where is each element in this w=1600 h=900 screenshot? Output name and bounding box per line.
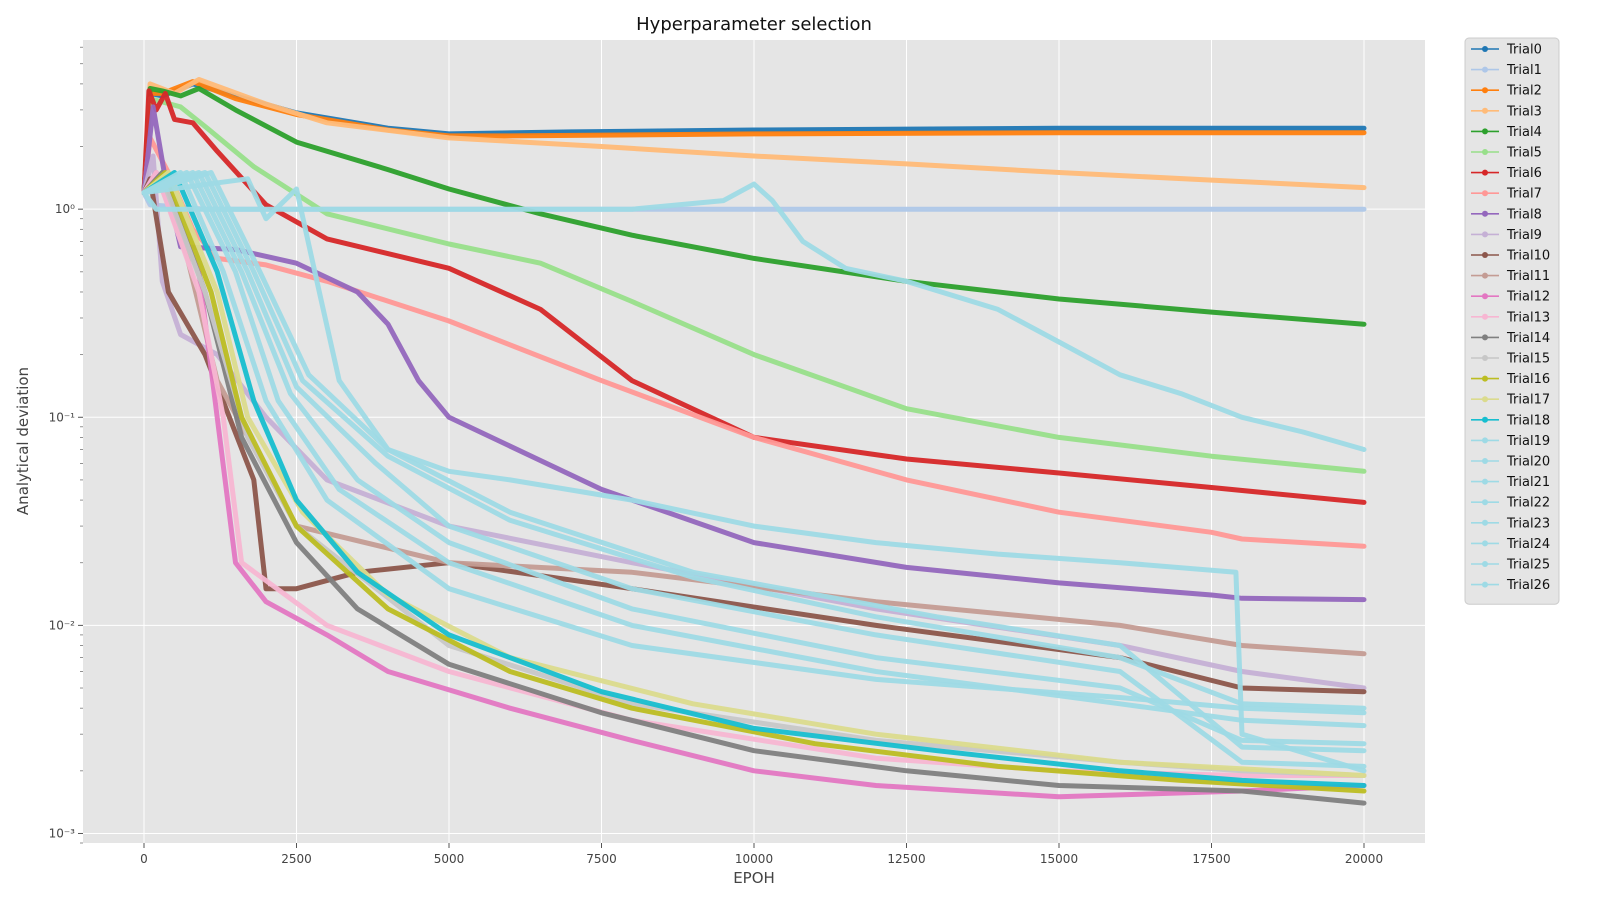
legend-swatch-marker — [1482, 107, 1488, 114]
x-tick-label: 2500 — [281, 852, 312, 866]
legend-swatch-marker — [1482, 252, 1488, 258]
legend-label: Trial5 — [1506, 146, 1542, 161]
legend-box — [1464, 37, 1560, 605]
legend-swatch-marker — [1482, 46, 1488, 52]
legend-label: Trial6 — [1506, 166, 1542, 181]
legend-label: Trial10 — [1506, 249, 1550, 264]
series-line-trial16 — [141, 170, 1367, 794]
legend-swatch-marker — [1482, 561, 1488, 567]
legend-label: Trial12 — [1506, 290, 1550, 305]
legend-label: Trial23 — [1506, 516, 1550, 531]
legend-swatch-marker — [1482, 540, 1488, 547]
legend-swatch-marker — [1482, 128, 1488, 135]
x-tick-label: 20000 — [1345, 852, 1383, 866]
legend-label: Trial11 — [1506, 269, 1550, 284]
series-line-trial26 — [141, 181, 1367, 452]
series-line-trial5 — [141, 96, 1367, 474]
legend-swatch-marker — [1482, 66, 1488, 73]
grid-lines — [83, 40, 1425, 843]
legend-swatch-marker — [1482, 190, 1488, 197]
legend-swatch-marker — [1482, 313, 1488, 320]
legend-label: Trial13 — [1506, 310, 1550, 325]
legend-swatch-marker — [1482, 396, 1488, 403]
series-line-trial6 — [141, 88, 1367, 505]
legend-swatch-marker — [1482, 437, 1488, 444]
legend-label: Trial14 — [1506, 331, 1550, 346]
legend-swatch-marker — [1482, 416, 1488, 423]
x-tick-label: 0 — [140, 852, 148, 866]
legend-label: Trial9 — [1506, 228, 1542, 243]
y-tick-label: 10⁰ — [55, 202, 75, 216]
legend-swatch-marker — [1482, 169, 1488, 176]
legend-label: Trial19 — [1506, 434, 1550, 449]
x-tick-label: 12500 — [887, 852, 925, 866]
x-tick-label: 17500 — [1192, 852, 1230, 866]
legend-swatch-marker — [1482, 87, 1488, 94]
legend-label: Trial17 — [1506, 393, 1550, 408]
legend-label: Trial20 — [1506, 455, 1550, 470]
legend-label: Trial21 — [1506, 475, 1550, 490]
legend-label: Trial16 — [1506, 372, 1550, 387]
legend-swatch-marker — [1482, 478, 1488, 485]
legend-swatch-marker — [1482, 375, 1488, 382]
series-line-trial23 — [141, 170, 1367, 711]
legend-swatch-marker — [1482, 458, 1488, 464]
legend-swatch-marker — [1482, 334, 1488, 341]
legend-label: Trial22 — [1506, 496, 1550, 511]
x-tick-label: 10000 — [735, 852, 773, 866]
series-line-trial18 — [141, 170, 1367, 788]
legend-label: Trial2 — [1506, 84, 1542, 99]
y-tick-label: 10⁻² — [49, 618, 76, 632]
y-tick-label: 10⁻³ — [49, 826, 76, 840]
series-line-trial20 — [141, 170, 1367, 729]
series-line-trial21 — [141, 170, 1367, 747]
legend-label: Trial26 — [1506, 578, 1550, 593]
data-series — [141, 77, 1367, 806]
legend-label: Trial0 — [1506, 43, 1542, 58]
series-line-trial22 — [141, 170, 1367, 769]
legend-swatch-marker — [1482, 210, 1488, 217]
legend: Trial0 Trial1 Trial2 Trial3 Trial4 Trial5 Tria… — [1464, 37, 1560, 605]
legend-swatch-marker — [1482, 499, 1488, 506]
legend-label: Trial8 — [1506, 207, 1542, 222]
x-tick-label: 5000 — [434, 852, 465, 866]
x-tick-label: 7500 — [586, 852, 617, 866]
chart-title: Hyperparameter selection — [636, 14, 872, 35]
legend-swatch-marker — [1482, 355, 1488, 361]
axis-ticks: 0 2500 5000 7500 10000 12500 15000 17500 20000 10… — [49, 46, 1383, 866]
legend-label: Trial24 — [1506, 537, 1550, 552]
series-line-trial24 — [141, 170, 1367, 754]
y-axis-label: Analytical deviation — [14, 367, 32, 515]
legend-label: Trial7 — [1506, 187, 1542, 202]
x-tick-label: 15000 — [1040, 852, 1078, 866]
legend-label: Trial1 — [1506, 63, 1542, 78]
legend-label: Trial15 — [1506, 352, 1550, 367]
series-line-trial25 — [141, 176, 1367, 774]
legend-label: Trial18 — [1506, 413, 1550, 428]
legend-label: Trial25 — [1506, 558, 1550, 573]
legend-swatch-marker — [1482, 581, 1488, 588]
y-tick-label: 10⁻¹ — [49, 410, 76, 424]
legend-swatch-marker — [1482, 149, 1488, 155]
legend-label: Trial3 — [1506, 104, 1542, 119]
legend-swatch-marker — [1482, 293, 1488, 300]
legend-swatch-marker — [1482, 272, 1488, 279]
series-line-trial4 — [141, 86, 1367, 327]
x-axis-label: EPOH — [733, 869, 775, 887]
legend-swatch-marker — [1482, 231, 1488, 238]
legend-label: Trial4 — [1506, 125, 1542, 140]
legend-swatch-marker — [1482, 519, 1488, 526]
